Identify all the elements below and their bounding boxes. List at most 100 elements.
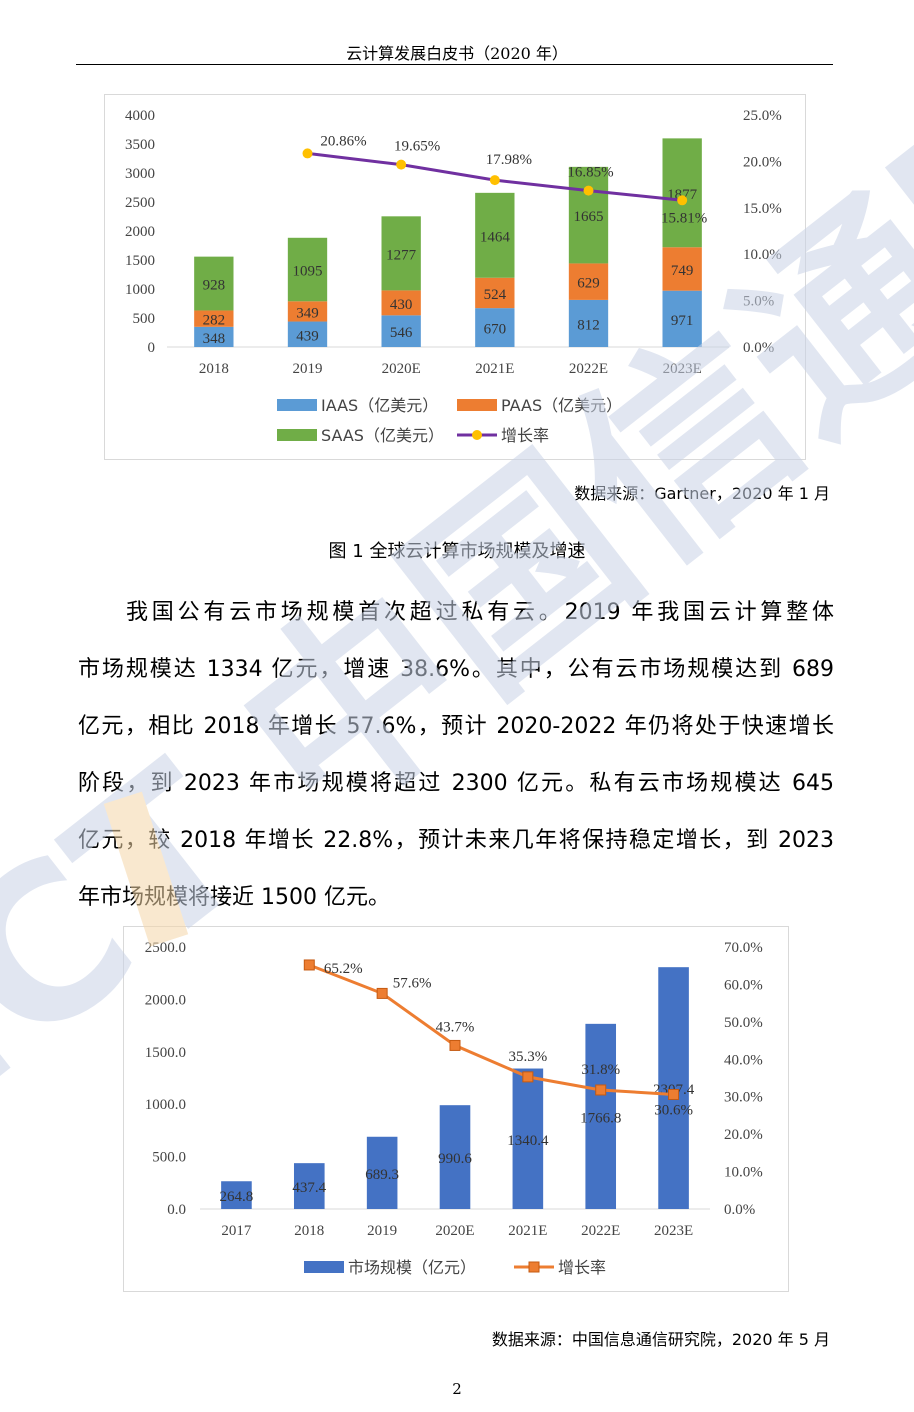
paragraph-line: 阶段，到 2023 年市场规模将超过 2300 亿元。私有云市场规模达 645 [78,771,834,796]
x-axis-tick-label: 2019 [367,1223,397,1239]
bar [439,1105,471,1209]
bar-data-label: 282 [203,313,226,329]
paragraph-line: 亿元，较 2018 年增长 22.8%，预计未来几年将保持稳定增长，到 2023 [78,828,834,853]
paragraph-line: 我国公有云市场规模首次超过私有云。2019 年我国云计算整体 [126,600,834,625]
y-axis-tick-label: 1000.0 [145,1097,186,1113]
y-axis-tick-label: 3000 [125,166,155,182]
bar [512,1068,544,1209]
x-axis-tick-label: 2019 [293,361,323,377]
bar-data-label: 1665 [574,209,604,225]
y2-axis-tick-label: 20.0% [743,154,782,170]
legend-item: 市场规模（亿元） [304,1258,476,1277]
bar-segment [662,290,702,347]
x-axis-tick-label: 2018 [199,361,229,377]
x-axis-tick-label: 2018 [294,1223,324,1239]
legend-marker [528,1261,540,1273]
bar-data-label: 812 [577,317,600,333]
bar-data-label: 689.3 [365,1167,399,1183]
bar-data-label: 524 [484,287,507,303]
bar [658,967,689,1209]
y-axis-tick-label: 500.0 [152,1150,186,1166]
y-axis-tick-label: 3500 [125,137,155,153]
growth-rate-data-label: 30.6% [654,1102,693,1118]
bar-segment [381,290,421,316]
y-axis-tick-label: 1000 [125,282,155,298]
growth-rate-marker [303,959,315,971]
bar-segment [475,192,515,278]
growth-rate-marker [522,1071,534,1083]
x-axis-tick-label: 2021E [508,1223,547,1239]
y2-axis-tick-label: 20.0% [724,1127,763,1143]
bar-data-label: 749 [671,263,694,279]
y-axis-tick-label: 2000 [125,224,155,240]
legend-item: PAAS（亿美元） [457,396,622,415]
y2-axis-tick-label: 15.0% [743,201,782,217]
bar [221,1181,252,1209]
y2-axis-tick-label: 30.0% [724,1090,763,1106]
bar [366,1136,398,1209]
y2-axis-tick-label: 70.0% [724,940,763,956]
bar-segment [568,299,609,347]
figure1-caption: 图 1 全球云计算市场规模及增速 [328,541,586,562]
y-axis-tick-label: 0 [148,340,156,356]
y2-axis-tick-label: 40.0% [724,1052,763,1068]
growth-rate-data-label: 16.85% [567,165,613,181]
document-header-title: 云计算发展白皮书（2020 年） [346,44,568,63]
bar-segment [287,321,328,347]
growth-rate-marker [302,148,313,159]
bar-data-label: 439 [296,328,319,344]
bar-data-label: 349 [296,305,319,321]
bar-segment [381,216,421,291]
legend-marker [472,430,482,440]
bar-segment [662,138,702,248]
bar-data-label: 1095 [293,264,323,280]
legend-swatch [277,429,317,441]
y-axis-tick-label: 2500.0 [145,940,186,956]
bar-data-label: 430 [390,297,413,313]
x-axis-tick-label: 2023E [654,1223,693,1239]
bar-data-label: 348 [203,331,226,347]
bar-segment [475,277,515,309]
bar-segment [194,256,234,311]
legend-item: IAAS（亿美元） [277,396,438,415]
bar-segment [568,166,609,264]
bar-data-label: 546 [390,325,413,341]
y2-axis-tick-label: 50.0% [724,1015,763,1031]
legend-item: 增长率 [457,426,549,445]
bar-data-label: 264.8 [220,1189,254,1205]
y-axis-tick-label: 2500 [125,195,155,211]
legend-item: SAAS（亿美元） [277,426,444,445]
bar-data-label: 928 [203,278,226,294]
figure1-source: 数据来源：Gartner，2020 年 1 月 [574,484,830,503]
y-axis-tick-label: 500 [133,311,156,327]
y2-axis-tick-label: 0.0% [743,340,774,356]
bar-data-label: 437.4 [292,1180,326,1196]
legend-swatch [304,1261,344,1273]
growth-rate-data-label: 17.98% [486,152,532,168]
bar-segment [475,308,515,347]
x-axis-tick-label: 2017 [221,1223,252,1239]
legend-label: 市场规模（亿元） [348,1258,476,1277]
y-axis-tick-label: 1500 [125,253,155,269]
page-number: 2 [452,1380,462,1398]
bar-segment [568,263,609,300]
china-public-cloud-market-chart: 0.0 500.0 1000.0 1500.0 2000.0 2500.0 0.0% 10.0… [123,926,789,1292]
x-axis-tick-label: 2022E [581,1223,620,1239]
growth-rate-data-label: 57.6% [393,975,432,991]
bar-data-label: 1340.4 [507,1133,549,1149]
growth-rate-data-label: 20.86% [320,133,366,149]
body-paragraph: 我国公有云市场规模首次超过私有云。2019 年我国云计算整体 市场规模达 133… [78,584,834,926]
y2-axis-tick-label: 10.0% [724,1165,763,1181]
x-axis-tick-label: 2020E [382,361,421,377]
bar [585,1023,617,1209]
growth-rate-marker [376,987,388,999]
bar-data-label: 971 [671,313,694,329]
paragraph-line: 市场规模达 1334 亿元，增速 38.6%。其中，公有云市场规模达到 689 [78,657,834,682]
growth-rate-marker [489,175,500,186]
growth-rate-marker [583,185,594,196]
legend-label: SAAS（亿美元） [321,426,444,445]
chart1-svg: 0 500 1000 1500 2000 2500 3000 3500 4000 0.0% 5.0%… [125,108,782,445]
growth-rate-marker [677,195,688,206]
legend-swatch [457,399,497,411]
legend-label: IAAS（亿美元） [321,396,438,415]
